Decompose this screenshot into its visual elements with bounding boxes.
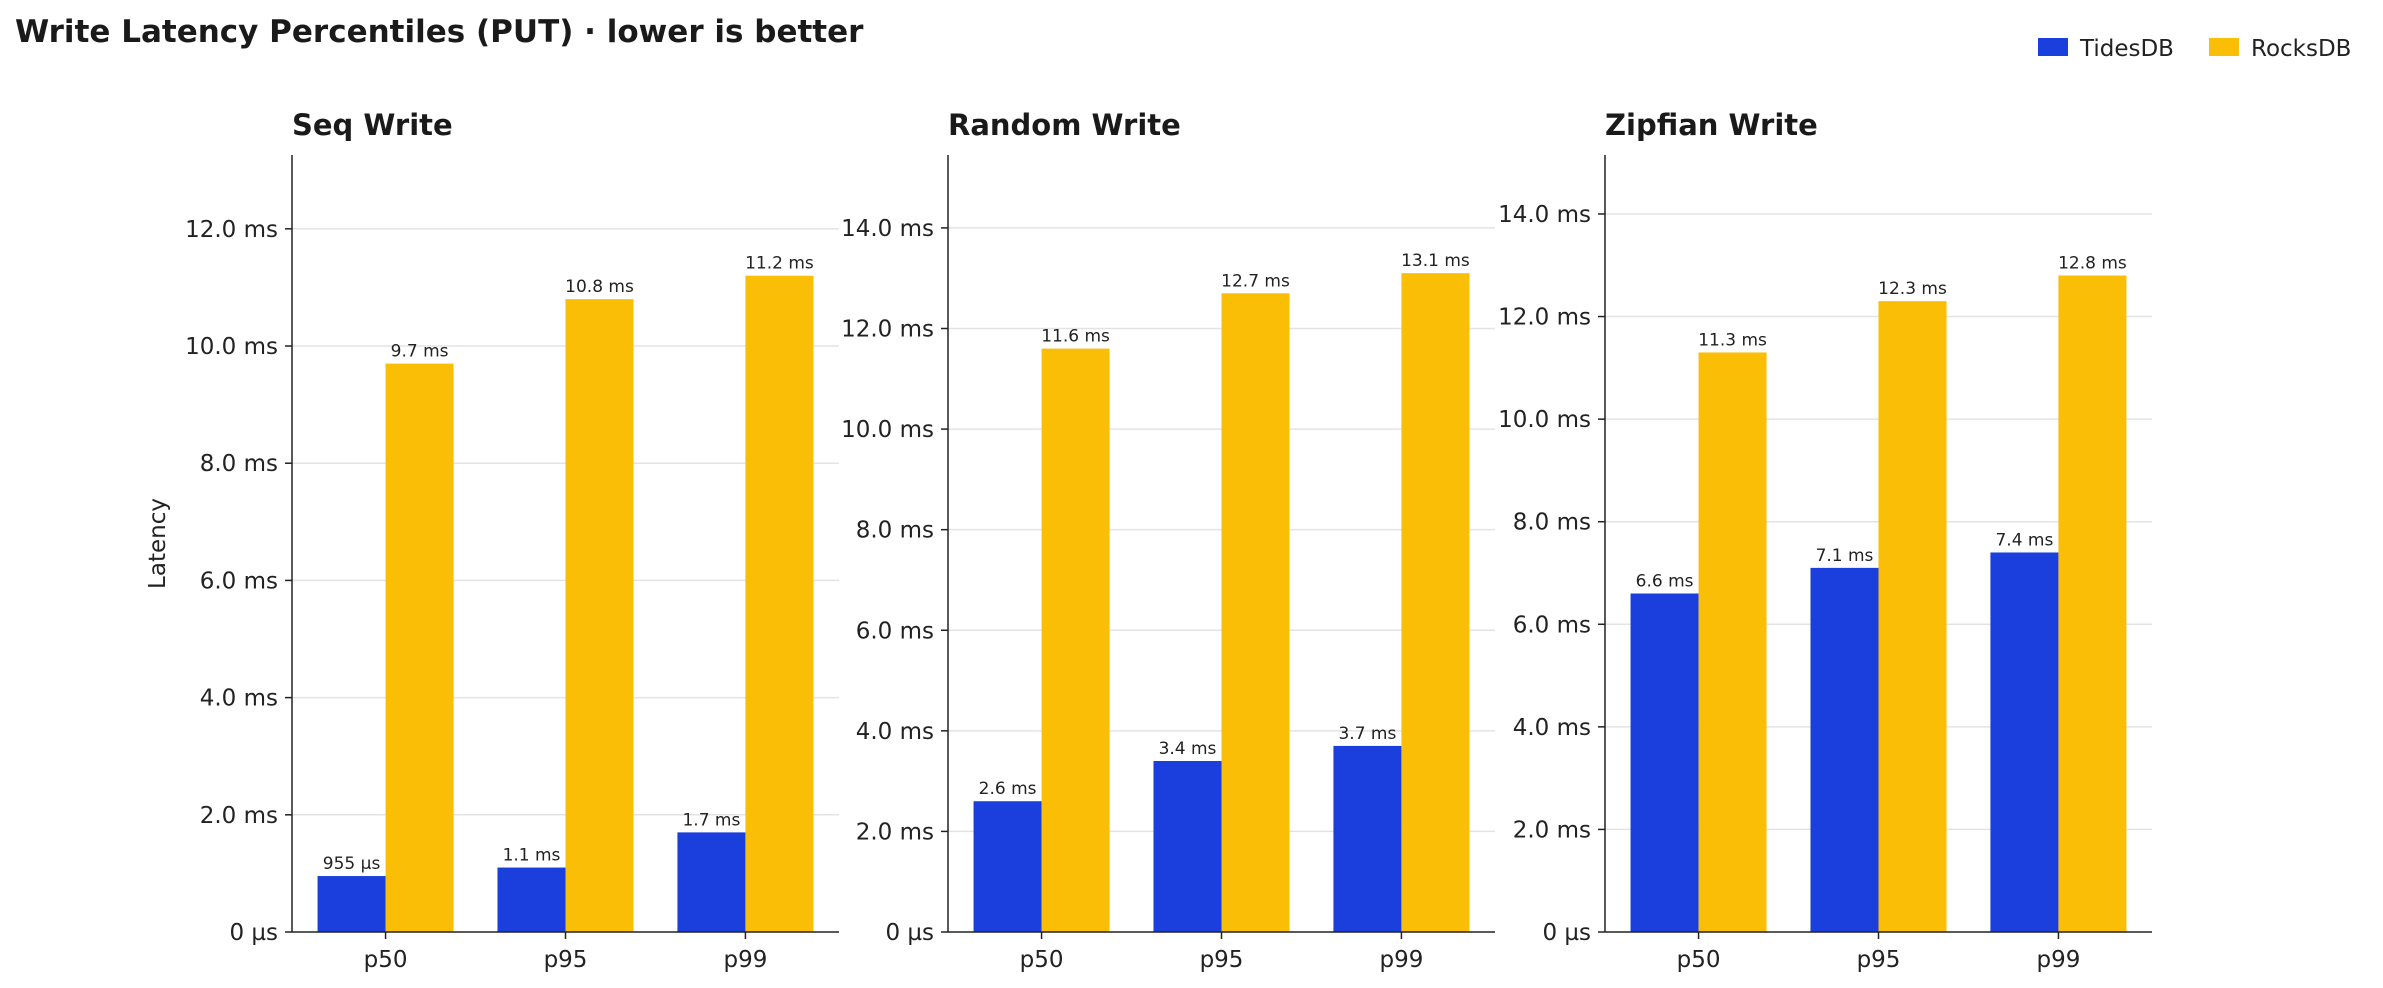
y-tick-label: 4.0 ms [200, 686, 278, 712]
y-tick-label: 6.0 ms [856, 618, 934, 644]
x-tick-label: p50 [364, 947, 408, 973]
data-label: 6.6 ms [1636, 572, 1694, 592]
legend-label-rocksdb: RocksDB [2251, 36, 2351, 62]
x-tick-label: p99 [1379, 947, 1423, 973]
y-tick-label: 2.0 ms [200, 803, 278, 829]
y-tick-label: 12.0 ms [1498, 305, 1591, 331]
legend-label-tidesdb: TidesDB [2079, 36, 2174, 62]
y-tick-label: 12.0 ms [841, 317, 934, 343]
legend-swatch-tidesdb [2038, 38, 2068, 56]
bar-rocksdb-p95 [1878, 301, 1947, 932]
y-tick-label: 4.0 ms [1513, 715, 1591, 741]
bar-rocksdb-p50 [1698, 352, 1767, 932]
y-tick-label: 8.0 ms [1513, 510, 1591, 536]
panel-random-write: Random Write 0 µs 2.0 ms 4.0 ms 6.0 ms 8.0 ms… [841, 108, 1495, 973]
x-tick-label: p95 [1857, 947, 1901, 973]
x-tick-label: p95 [1200, 947, 1244, 973]
subplot-title: Seq Write [292, 108, 453, 142]
data-label: 13.1 ms [1401, 251, 1470, 271]
data-label: 11.3 ms [1698, 330, 1767, 350]
y-tick-label: 4.0 ms [856, 719, 934, 745]
y-tick-label: 6.0 ms [200, 568, 278, 594]
bar-tidesdb-p50 [973, 801, 1042, 932]
panel-zipfian-write: Zipfian Write 0 µs 2.0 ms 4.0 ms 6.0 ms 8.0 m… [1498, 108, 2152, 973]
bar-rocksdb-p95 [1221, 293, 1290, 932]
y-tick-label: 10.0 ms [185, 334, 278, 360]
y-tick-label: 0 µs [1542, 920, 1591, 946]
data-label: 1.1 ms [503, 846, 561, 866]
y-tick-label: 10.0 ms [841, 417, 934, 443]
x-tick-label: p95 [544, 947, 588, 973]
y-tick-label: 14.0 ms [841, 216, 934, 242]
data-label: 12.3 ms [1878, 279, 1947, 299]
data-label: 12.7 ms [1221, 271, 1290, 291]
panel-seq-write: Seq Write 0 µs 2.0 ms 4.0 ms 6.0 ms 8.0 ms 10.… [145, 108, 839, 973]
data-label: 3.7 ms [1338, 724, 1396, 744]
bar-rocksdb-p99 [1401, 273, 1470, 933]
y-tick-label: 2.0 ms [856, 819, 934, 845]
data-label: 3.4 ms [1159, 739, 1217, 759]
x-tick-label: p50 [1677, 947, 1721, 973]
legend: TidesDB RocksDB [2038, 36, 2351, 62]
bar-tidesdb-p99 [677, 832, 746, 932]
y-tick-label: 0 µs [229, 920, 278, 946]
y-tick-label: 12.0 ms [185, 217, 278, 243]
data-label: 11.6 ms [1041, 327, 1110, 347]
bar-rocksdb-p99 [745, 275, 814, 932]
bar-tidesdb-p50 [317, 876, 386, 932]
bar-rocksdb-p50 [1041, 348, 1110, 933]
bar-tidesdb-p95 [1153, 761, 1222, 932]
bar-rocksdb-p95 [565, 299, 634, 933]
bar-tidesdb-p95 [497, 867, 566, 932]
data-label: 11.2 ms [745, 254, 814, 274]
subplot-title: Random Write [948, 108, 1181, 142]
y-tick-label: 2.0 ms [1513, 817, 1591, 843]
data-label: 2.6 ms [979, 779, 1037, 799]
y-axis-label: Latency [145, 498, 171, 589]
bar-tidesdb-p99 [1990, 552, 2059, 932]
data-label: 7.4 ms [1995, 530, 2053, 550]
data-label: 12.8 ms [2058, 254, 2127, 274]
bar-tidesdb-p50 [1630, 593, 1699, 932]
bar-tidesdb-p99 [1333, 745, 1402, 932]
data-label: 1.7 ms [682, 810, 740, 830]
subplot-title: Zipfian Write [1605, 108, 1818, 142]
data-label: 9.7 ms [391, 342, 449, 362]
y-tick-label: 14.0 ms [1498, 202, 1591, 228]
y-tick-label: 8.0 ms [856, 518, 934, 544]
figure-title: Write Latency Percentiles (PUT) · lower … [15, 14, 864, 50]
data-label: 10.8 ms [565, 277, 634, 297]
data-label: 7.1 ms [1816, 546, 1874, 566]
y-tick-label: 6.0 ms [1513, 612, 1591, 638]
bar-tidesdb-p95 [1810, 567, 1879, 932]
x-tick-label: p99 [723, 947, 767, 973]
y-tick-label: 10.0 ms [1498, 407, 1591, 433]
legend-swatch-rocksdb [2209, 38, 2239, 56]
data-label: 955 µs [323, 854, 381, 874]
bar-rocksdb-p50 [385, 363, 454, 932]
x-tick-label: p50 [1020, 947, 1064, 973]
y-tick-label: 0 µs [885, 920, 934, 946]
y-tick-label: 8.0 ms [200, 451, 278, 477]
x-tick-label: p99 [2036, 947, 2080, 973]
bar-rocksdb-p99 [2058, 275, 2127, 932]
